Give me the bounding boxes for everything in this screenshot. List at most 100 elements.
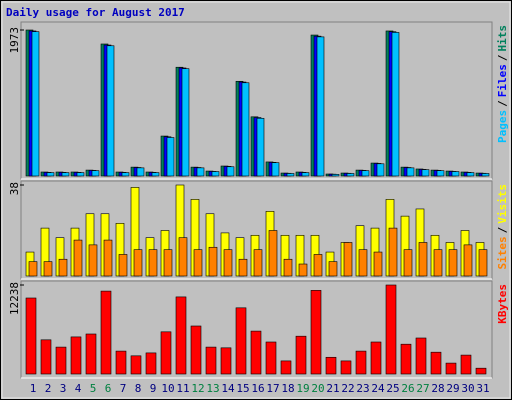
bar bbox=[460, 354, 472, 375]
bar bbox=[73, 239, 83, 277]
x-tick-label: 4 bbox=[75, 382, 82, 395]
bar bbox=[295, 335, 307, 375]
bar bbox=[220, 347, 232, 375]
bar bbox=[268, 230, 278, 277]
bar bbox=[325, 356, 337, 375]
bar bbox=[70, 336, 82, 375]
bar bbox=[76, 172, 85, 177]
bar bbox=[310, 290, 322, 375]
x-tick-label: 17 bbox=[266, 382, 279, 395]
bar bbox=[481, 173, 490, 177]
bar bbox=[430, 351, 442, 375]
bar bbox=[343, 242, 353, 277]
legend-separator: / bbox=[496, 226, 509, 233]
bar bbox=[253, 249, 263, 277]
bar bbox=[433, 249, 443, 277]
x-tick-label: 23 bbox=[356, 382, 369, 395]
bar bbox=[238, 258, 248, 277]
bar bbox=[25, 297, 37, 375]
bar bbox=[385, 284, 397, 375]
bar bbox=[151, 172, 160, 177]
bar bbox=[211, 171, 220, 177]
bar bbox=[283, 258, 293, 277]
bar bbox=[391, 32, 400, 177]
bar bbox=[106, 45, 115, 177]
bar bbox=[136, 167, 145, 177]
x-tick-label: 24 bbox=[371, 382, 385, 395]
x-tick-label: 15 bbox=[236, 382, 249, 395]
bar bbox=[373, 251, 383, 277]
bar bbox=[250, 330, 262, 375]
bar bbox=[196, 167, 205, 177]
bar bbox=[31, 31, 40, 177]
bar bbox=[361, 170, 370, 177]
y-tick-label: 38 bbox=[8, 182, 21, 195]
bar bbox=[133, 249, 143, 277]
x-tick-label: 26 bbox=[401, 382, 414, 395]
bar bbox=[130, 355, 142, 375]
bar bbox=[436, 170, 445, 177]
legend-separator: / bbox=[496, 100, 509, 107]
bar bbox=[331, 174, 340, 177]
bar bbox=[121, 172, 130, 177]
bar bbox=[40, 339, 52, 375]
bar bbox=[463, 244, 473, 277]
x-tick-label: 11 bbox=[176, 382, 189, 395]
bar bbox=[265, 341, 277, 375]
bar bbox=[55, 346, 67, 375]
bar bbox=[148, 249, 158, 277]
legend: Pages / Files / Hits bbox=[496, 25, 509, 143]
bar bbox=[256, 117, 265, 177]
bar bbox=[46, 172, 55, 177]
x-tick-label: 14 bbox=[221, 382, 235, 395]
bar bbox=[91, 170, 100, 177]
x-tick-label: 22 bbox=[341, 382, 354, 395]
bar bbox=[286, 173, 295, 177]
x-tick-label: 19 bbox=[296, 382, 309, 395]
x-tick-label: 12 bbox=[191, 382, 204, 395]
bar bbox=[61, 172, 70, 177]
x-tick-label: 20 bbox=[311, 382, 324, 395]
bar bbox=[145, 352, 157, 375]
bar bbox=[175, 296, 187, 375]
bar bbox=[88, 244, 98, 277]
bar bbox=[340, 360, 352, 375]
x-tick-label: 1 bbox=[30, 382, 37, 395]
bar bbox=[208, 246, 218, 277]
bar bbox=[85, 333, 97, 375]
bar bbox=[193, 249, 203, 277]
bar bbox=[370, 341, 382, 375]
x-tick-label: 13 bbox=[206, 382, 219, 395]
bar bbox=[178, 237, 188, 277]
y-tick-label: 12238 bbox=[8, 282, 21, 315]
legend-entry: Sites bbox=[496, 236, 509, 269]
x-tick-label: 9 bbox=[150, 382, 157, 395]
bar bbox=[400, 343, 412, 375]
bar bbox=[466, 172, 475, 177]
legend: KBytes bbox=[496, 284, 509, 324]
x-tick-label: 18 bbox=[281, 382, 294, 395]
x-tick-label: 3 bbox=[60, 382, 67, 395]
bar bbox=[475, 367, 487, 375]
x-tick-label: 5 bbox=[90, 382, 97, 395]
x-tick-label: 10 bbox=[161, 382, 174, 395]
legend: Sites / Visits bbox=[496, 184, 509, 270]
bar bbox=[100, 290, 112, 375]
x-tick-label: 21 bbox=[326, 382, 339, 395]
bar bbox=[166, 137, 175, 177]
bar bbox=[160, 331, 172, 375]
x-tick-label: 31 bbox=[476, 382, 489, 395]
bar bbox=[301, 172, 310, 177]
bar bbox=[58, 258, 68, 277]
bar bbox=[118, 254, 128, 277]
bar bbox=[298, 263, 308, 277]
bar bbox=[451, 171, 460, 177]
bar bbox=[445, 362, 457, 375]
bar bbox=[403, 249, 413, 277]
bar bbox=[103, 239, 113, 277]
bar bbox=[205, 346, 217, 375]
bar bbox=[415, 337, 427, 375]
bar bbox=[235, 307, 247, 375]
bar bbox=[418, 242, 428, 277]
legend-entry: Files bbox=[496, 64, 509, 97]
